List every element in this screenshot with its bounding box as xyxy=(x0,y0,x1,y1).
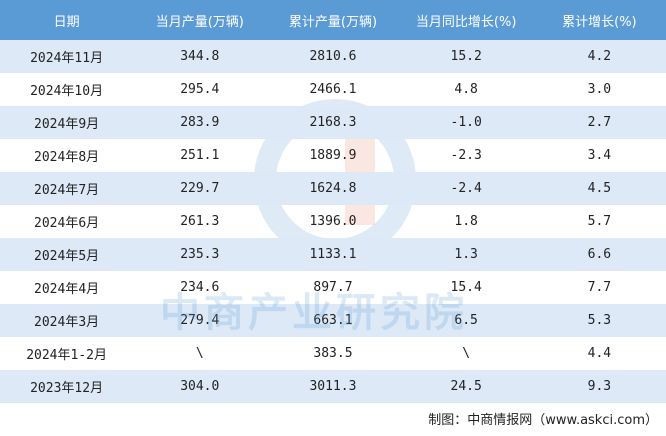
table-cell: 383.5 xyxy=(313,346,353,361)
header-cell: 当月产量(万辆) xyxy=(133,0,267,40)
table-cell: 663.1 xyxy=(266,304,400,337)
table-cell: 6.5 xyxy=(399,304,533,337)
table-row: 2024年3月 279.4 663.1 6.5 5.3 xyxy=(0,304,666,337)
table-body: 2024年11月 344.8 2810.6 15.2 4.2 2024年10月 295.4 2… xyxy=(0,40,666,403)
table-cell: 2024年4月 xyxy=(34,282,100,297)
table-cell: 4.8 xyxy=(454,82,478,97)
table-cell: 15.2 xyxy=(399,40,533,73)
table-cell: 897.7 xyxy=(313,280,353,295)
table-cell: 2024年3月 xyxy=(0,304,134,337)
table-row: 2024年5月 235.3 1133.1 1.3 6.6 xyxy=(0,238,666,271)
table-cell: 261.3 xyxy=(180,214,220,229)
table-cell: 2810.6 xyxy=(266,40,400,73)
table-cell: 7.7 xyxy=(587,280,612,295)
table-cell: 2168.3 xyxy=(266,106,400,139)
table-cell: 234.6 xyxy=(180,280,220,295)
table-cell: 2.7 xyxy=(532,106,666,139)
table-cell: 283.9 xyxy=(133,106,267,139)
table-cell: -1.0 xyxy=(399,106,533,139)
header-cell: 累计增长(%) xyxy=(532,0,666,40)
table-cell: 1396.0 xyxy=(309,214,357,229)
table-cell: 4.2 xyxy=(532,40,666,73)
table-cell: 2024年6月 xyxy=(34,216,100,231)
table-cell: 5.7 xyxy=(587,214,612,229)
table-cell: 1889.9 xyxy=(309,148,357,163)
table-cell: 2024年10月 xyxy=(30,84,104,99)
table-cell: 2024年7月 xyxy=(0,172,134,205)
data-table: 日期 当月产量(万辆) 累计产量(万辆) 当月同比增长(%) 累计增长(%) 2024年… xyxy=(0,0,666,403)
table-row: 2024年11月 344.8 2810.6 15.2 4.2 xyxy=(0,40,666,73)
table-cell: 3011.3 xyxy=(266,370,400,403)
table-cell: 2024年5月 xyxy=(0,238,134,271)
header-row: 日期 当月产量(万辆) 累计产量(万辆) 当月同比增长(%) 累计增长(%) xyxy=(0,0,666,40)
table-cell: -2.3 xyxy=(450,148,482,163)
table-cell: 1.3 xyxy=(399,238,533,271)
table-cell: 3.4 xyxy=(587,148,612,163)
table-cell: 24.5 xyxy=(399,370,533,403)
table-row: 2024年6月 261.3 1396.0 1.8 5.7 xyxy=(0,205,666,238)
header-cell: 当月同比增长(%) xyxy=(399,0,533,40)
table-row: 2024年7月 229.7 1624.8 -2.4 4.5 xyxy=(0,172,666,205)
table-cell: 235.3 xyxy=(133,238,267,271)
table-cell: 2024年1-2月 xyxy=(26,348,107,363)
table-cell: 2024年11月 xyxy=(0,40,134,73)
table-row: 2023年12月 304.0 3011.3 24.5 9.3 xyxy=(0,370,666,403)
table-row: 2024年8月 251.1 1889.9 -2.3 3.4 xyxy=(0,139,666,172)
table-cell: 4.5 xyxy=(532,172,666,205)
header-cell: 累计产量(万辆) xyxy=(266,0,400,40)
table-row: 2024年4月 234.6 897.7 15.4 7.7 xyxy=(0,271,666,304)
table-cell: 1624.8 xyxy=(266,172,400,205)
table-cell: 2024年9月 xyxy=(0,106,134,139)
table-cell: 251.1 xyxy=(180,148,220,163)
table-cell: 9.3 xyxy=(532,370,666,403)
table-cell: 5.3 xyxy=(532,304,666,337)
table-cell: 15.4 xyxy=(450,280,482,295)
table-cell: 6.6 xyxy=(532,238,666,271)
table-cell: 229.7 xyxy=(133,172,267,205)
table-cell: 2023年12月 xyxy=(0,370,134,403)
table-cell: -2.4 xyxy=(399,172,533,205)
table-row: 2024年10月 295.4 2466.1 4.8 3.0 xyxy=(0,73,666,106)
table-row: 2024年1-2月 \ 383.5 \ 4.4 xyxy=(0,337,666,370)
table-cell: \ xyxy=(462,346,471,361)
table-row: 2024年9月 283.9 2168.3 -1.0 2.7 xyxy=(0,106,666,139)
table-cell: \ xyxy=(195,346,204,361)
table-cell: 2466.1 xyxy=(309,82,357,97)
table-cell: 295.4 xyxy=(180,82,220,97)
table-cell: 1133.1 xyxy=(266,238,400,271)
table-cell: 344.8 xyxy=(133,40,267,73)
table-cell: 279.4 xyxy=(133,304,267,337)
table-cell: 304.0 xyxy=(133,370,267,403)
table-cell: 3.0 xyxy=(587,82,612,97)
table-cell: 1.8 xyxy=(454,214,478,229)
table-cell: 2024年8月 xyxy=(34,150,100,165)
table-cell: 4.4 xyxy=(587,346,612,361)
source-note: 制图：中商情报网（www.askci.com） xyxy=(428,413,658,428)
header-cell: 日期 xyxy=(0,0,134,40)
